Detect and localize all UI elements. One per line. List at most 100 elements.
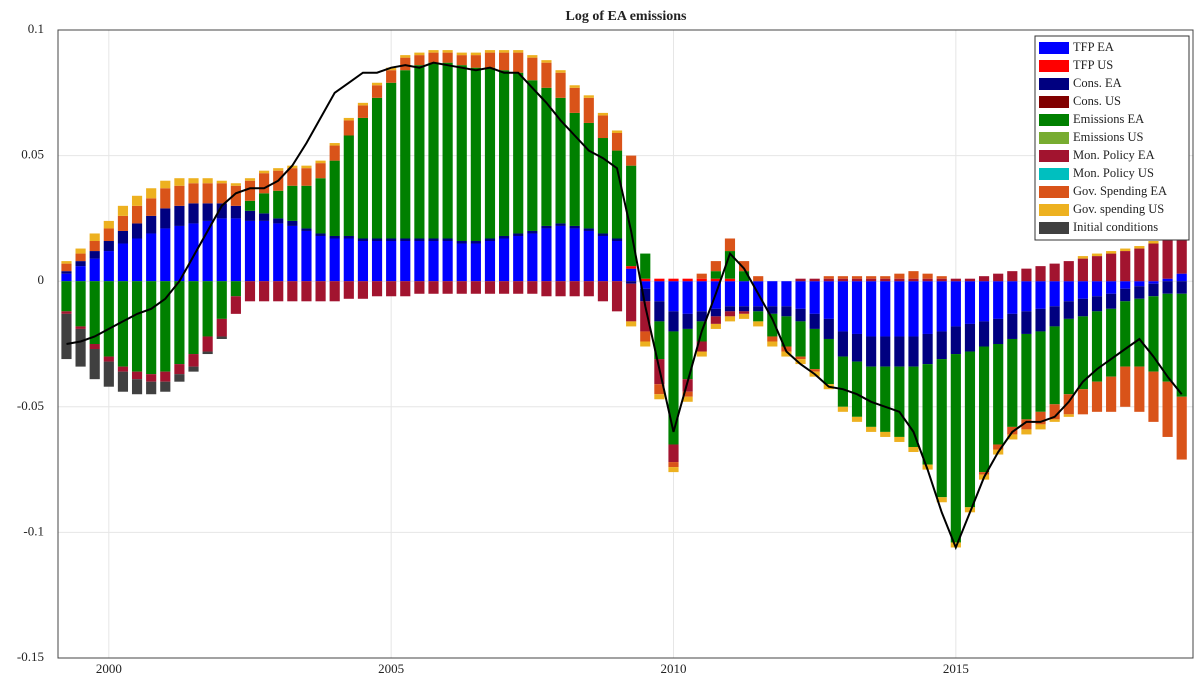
- bar-segment: [739, 313, 750, 319]
- bar-segment: [1134, 246, 1145, 249]
- bar-segment: [809, 281, 820, 314]
- bar-segment: [484, 238, 496, 242]
- bar-segment: [301, 168, 312, 186]
- bar-segment: [146, 381, 157, 395]
- bar-segment: [1077, 281, 1088, 299]
- bar-segment: [1035, 424, 1046, 430]
- bar-segment: [626, 268, 637, 282]
- bar-segment: [273, 218, 284, 224]
- y-tick-label: -0.1: [23, 523, 44, 538]
- bar-segment: [484, 67, 496, 239]
- bar-segment: [400, 281, 411, 297]
- bar-segment: [146, 374, 157, 382]
- bar-segment: [795, 308, 806, 322]
- bar-segment: [259, 220, 270, 282]
- bar-segment: [894, 336, 905, 367]
- bar-segment: [1120, 251, 1131, 282]
- bar-segment: [724, 306, 736, 312]
- bar-segment: [1148, 283, 1159, 297]
- bar-segment: [174, 185, 185, 206]
- bar-segment: [386, 67, 397, 71]
- bar-segment: [1049, 281, 1060, 307]
- legend-text: Gov. spending US: [1073, 202, 1164, 216]
- bar-segment: [513, 50, 524, 53]
- bar-segment: [442, 50, 453, 53]
- bar-segment: [993, 273, 1004, 282]
- bar-segment: [230, 183, 241, 186]
- bar-segment: [301, 230, 312, 282]
- bar-segment: [823, 338, 834, 385]
- bar-segment: [103, 220, 114, 229]
- bar-segment: [1091, 296, 1103, 312]
- bar-segment: [315, 178, 326, 234]
- bar-segment: [894, 366, 905, 437]
- bar-segment: [1120, 248, 1131, 252]
- bar-segment: [160, 188, 171, 209]
- bar-segment: [611, 130, 623, 133]
- bar-segment: [583, 122, 594, 229]
- bar-segment: [739, 271, 750, 282]
- bar-segment: [583, 95, 594, 98]
- bar-segment: [1148, 243, 1159, 282]
- legend-text: Cons. EA: [1073, 76, 1122, 90]
- bar-segment: [696, 278, 707, 282]
- bar-segment: [880, 281, 891, 337]
- bar-segment: [724, 316, 736, 322]
- bar-segment: [626, 321, 637, 327]
- bar-segment: [146, 188, 157, 199]
- bar-segment: [696, 281, 707, 312]
- bar-segment: [103, 251, 114, 282]
- bar-segment: [244, 200, 256, 211]
- bar-segment: [724, 238, 736, 252]
- bar-segment: [964, 278, 976, 282]
- bar-segment: [1148, 281, 1159, 284]
- bar-segment: [541, 225, 552, 229]
- bar-segment: [1021, 311, 1032, 334]
- bar-segment: [174, 225, 185, 282]
- bar-segment: [1091, 381, 1103, 412]
- bar-segment: [682, 278, 693, 282]
- bar-segment: [611, 150, 623, 239]
- bar-segment: [866, 281, 877, 337]
- bar-segment: [682, 328, 693, 380]
- bar-segment: [315, 163, 326, 179]
- bar-segment: [880, 278, 891, 282]
- bar-segment: [230, 218, 241, 282]
- bar-segment: [371, 85, 383, 98]
- bar-segment: [499, 70, 510, 236]
- bar-segment: [456, 52, 467, 56]
- bar-segment: [484, 281, 496, 294]
- bar-segment: [216, 318, 227, 337]
- bar-segment: [259, 193, 270, 214]
- bar-segment: [1091, 281, 1103, 297]
- bar-segment: [993, 281, 1004, 319]
- bar-segment: [89, 281, 100, 344]
- bar-segment: [626, 266, 637, 269]
- legend-text: Gov. Spending EA: [1073, 184, 1167, 198]
- bar-segment: [668, 444, 679, 463]
- bar-segment: [781, 346, 792, 352]
- bar-segment: [1091, 311, 1103, 382]
- bar-segment: [160, 180, 171, 189]
- bar-segment: [626, 281, 637, 284]
- y-tick-label: -0.15: [17, 649, 44, 664]
- bar-segment: [569, 225, 580, 229]
- bar-segment: [837, 406, 848, 412]
- bar-segment: [1162, 381, 1173, 437]
- bar-segment: [442, 52, 453, 63]
- bar-segment: [1021, 419, 1032, 430]
- bar-segment: [75, 253, 86, 262]
- bar-segment: [1176, 281, 1187, 294]
- bar-segment: [597, 233, 608, 236]
- bar-segment: [174, 205, 185, 226]
- bar-segment: [499, 281, 510, 294]
- bar-segment: [513, 235, 524, 282]
- bar-segment: [174, 364, 185, 375]
- bar-segment: [202, 203, 213, 221]
- bar-segment: [146, 215, 157, 234]
- bar-segment: [908, 446, 919, 453]
- bar-segment: [682, 379, 693, 392]
- bar-segment: [739, 311, 750, 314]
- bar-segment: [61, 311, 72, 314]
- bar-segment: [739, 306, 750, 312]
